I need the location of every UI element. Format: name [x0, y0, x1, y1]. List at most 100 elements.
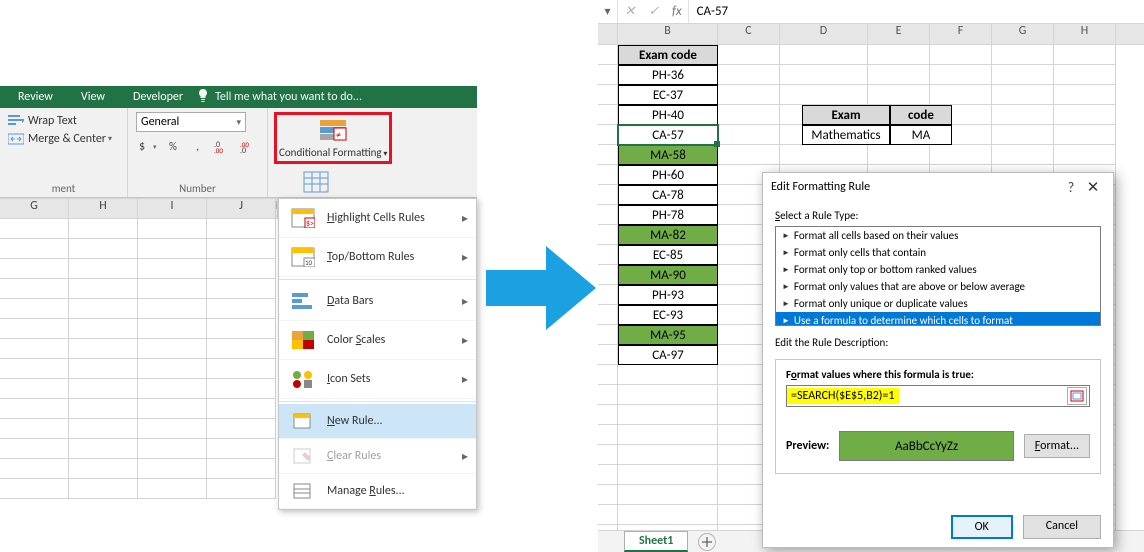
lookup-code-value[interactable]: MA	[890, 125, 952, 145]
exam-code-cell[interactable]: PH-60	[618, 165, 718, 185]
grid-cell[interactable]	[718, 125, 780, 145]
grid-cell[interactable]	[69, 319, 138, 339]
grid-cell[interactable]	[207, 479, 276, 499]
grid-cell[interactable]	[718, 105, 780, 125]
grid-cell[interactable]	[207, 279, 276, 299]
grid-cell[interactable]	[598, 365, 618, 385]
grid-cell[interactable]	[992, 125, 1054, 145]
comma-button[interactable]: ,	[188, 136, 207, 156]
format-button[interactable]: Format...	[1024, 434, 1090, 458]
rule-type-list[interactable]: Format all cells based on their valuesFo…	[775, 226, 1101, 326]
lookup-exam-value[interactable]: Mathematics	[802, 125, 890, 145]
increase-decimal-button[interactable]: .0.00	[213, 136, 233, 156]
grid-cell[interactable]	[868, 145, 930, 165]
grid-cell[interactable]	[207, 399, 276, 419]
exam-code-cell[interactable]: CA-97	[618, 345, 718, 365]
grid-cell[interactable]	[69, 379, 138, 399]
rule-type-item[interactable]: Format only top or bottom ranked values	[776, 261, 1100, 278]
grid-cell[interactable]	[207, 339, 276, 359]
grid-cell[interactable]	[598, 145, 618, 165]
col-header-blank[interactable]	[598, 24, 618, 44]
grid-cell[interactable]	[69, 239, 138, 259]
tab-review[interactable]: Review	[4, 90, 67, 104]
grid-cell[interactable]	[598, 165, 618, 185]
menu-manage-rules[interactable]: Manage Rules...	[279, 474, 476, 509]
grid-cell[interactable]	[618, 405, 718, 425]
grid-cell[interactable]	[207, 299, 276, 319]
grid-cell[interactable]	[0, 219, 69, 239]
grid-cell[interactable]	[207, 379, 276, 399]
grid-cell[interactable]	[618, 505, 718, 525]
grid-cell[interactable]	[0, 439, 69, 459]
grid-cell[interactable]	[0, 379, 69, 399]
grid-cell[interactable]	[138, 379, 207, 399]
menu-new-rule[interactable]: New Rule...	[279, 404, 476, 439]
menu-data-bars[interactable]: Data Bars ▸	[279, 282, 476, 321]
col-header-h[interactable]: H	[69, 199, 138, 219]
exam-code-cell[interactable]: CA-78	[618, 185, 718, 205]
grid-cell[interactable]	[598, 185, 618, 205]
number-format-select[interactable]: General ▾	[136, 112, 246, 132]
menu-top-bottom[interactable]: 10 Top/Bottom Rules ▸	[279, 238, 476, 277]
grid-cell[interactable]	[138, 279, 207, 299]
grid-cell[interactable]	[0, 359, 69, 379]
currency-button[interactable]: $▾	[136, 136, 158, 156]
rule-type-item[interactable]: Format only unique or duplicate values	[776, 295, 1100, 312]
grid-cell[interactable]	[207, 439, 276, 459]
lookup-header-code[interactable]: code	[890, 105, 952, 125]
grid-cell[interactable]	[1054, 65, 1116, 85]
grid-cell[interactable]	[207, 239, 276, 259]
grid-cell[interactable]	[1054, 85, 1116, 105]
grid-cell[interactable]	[0, 419, 69, 439]
grid-cell[interactable]	[0, 399, 69, 419]
grid-cell[interactable]	[69, 399, 138, 419]
percent-button[interactable]: %	[164, 136, 183, 156]
exam-code-cell[interactable]: MA-58	[618, 145, 718, 165]
grid-cell[interactable]	[780, 145, 868, 165]
enter-formula-icon[interactable]: ✓	[642, 0, 666, 23]
grid-cell[interactable]	[930, 45, 992, 65]
grid-cell[interactable]	[69, 479, 138, 499]
tab-developer[interactable]: Developer	[119, 90, 197, 104]
grid-cell[interactable]	[0, 259, 69, 279]
grid-cell[interactable]	[0, 479, 69, 499]
grid-cell[interactable]	[598, 105, 618, 125]
grid-cell[interactable]	[718, 145, 780, 165]
grid-cell[interactable]	[1054, 125, 1116, 145]
grid-cell[interactable]	[0, 279, 69, 299]
grid-cell[interactable]	[598, 405, 618, 425]
grid-cell[interactable]	[138, 399, 207, 419]
grid-cell[interactable]	[598, 205, 618, 225]
grid-cell[interactable]	[992, 145, 1054, 165]
tab-view[interactable]: View	[67, 90, 119, 104]
exam-code-cell[interactable]: MA-90	[618, 265, 718, 285]
grid-cell[interactable]	[138, 439, 207, 459]
grid-cell[interactable]	[598, 445, 618, 465]
grid-cell[interactable]	[598, 305, 618, 325]
grid-cell[interactable]	[207, 359, 276, 379]
col-header-h[interactable]: H	[1054, 24, 1116, 44]
close-icon[interactable]: ✕	[1081, 178, 1105, 197]
grid-cell[interactable]	[207, 259, 276, 279]
rule-type-item[interactable]: Use a formula to determine which cells t…	[776, 312, 1100, 326]
grid-cell[interactable]	[598, 45, 618, 65]
grid-cell[interactable]	[1054, 145, 1116, 165]
grid-cell[interactable]	[618, 385, 718, 405]
grid-cell[interactable]	[780, 45, 868, 65]
grid-cell[interactable]	[598, 285, 618, 305]
grid-cell[interactable]	[718, 85, 780, 105]
exam-code-cell[interactable]: PH-78	[618, 205, 718, 225]
grid-cell[interactable]	[69, 279, 138, 299]
grid-cell[interactable]	[992, 45, 1054, 65]
exam-code-cell[interactable]: MA-82	[618, 225, 718, 245]
ok-button[interactable]: OK	[951, 515, 1013, 539]
grid-cell[interactable]	[618, 445, 718, 465]
grid-cell[interactable]	[780, 85, 868, 105]
grid-cell[interactable]	[598, 85, 618, 105]
grid-cell[interactable]	[0, 459, 69, 479]
grid-cell[interactable]	[138, 219, 207, 239]
grid-cell[interactable]	[207, 459, 276, 479]
add-sheet-button[interactable]	[698, 533, 716, 551]
formula-input[interactable]: =SEARCH($E$5,B2)=1	[786, 385, 1090, 407]
grid-cell[interactable]	[138, 239, 207, 259]
